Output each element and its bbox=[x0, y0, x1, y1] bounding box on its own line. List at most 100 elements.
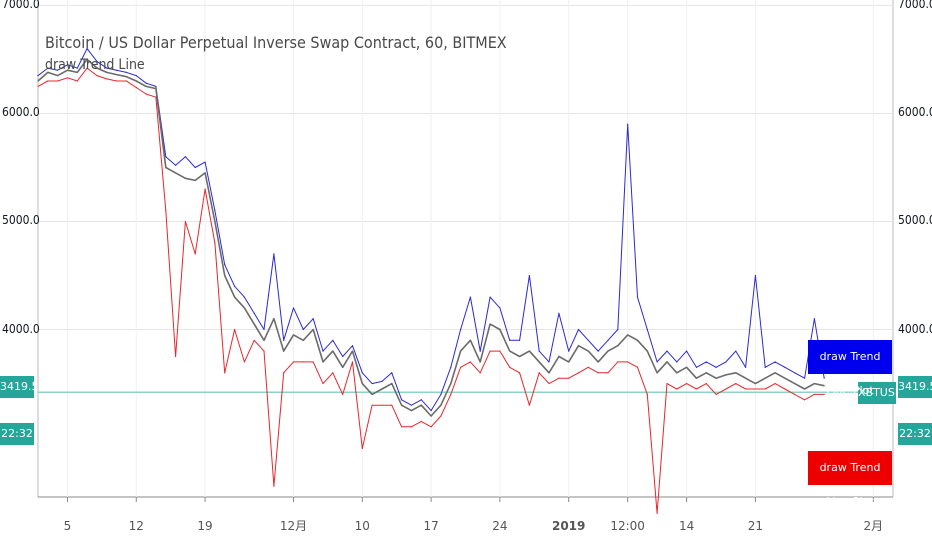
point-price bbox=[725, 374, 727, 376]
right-price-label: 5000.0 bbox=[898, 213, 932, 228]
point-red bbox=[204, 188, 206, 190]
point-red bbox=[813, 393, 815, 395]
point-blue bbox=[489, 296, 491, 298]
x-tick-label: 12:00 bbox=[610, 519, 645, 533]
left-price-badge: 3419.5 bbox=[0, 376, 39, 398]
point-price bbox=[656, 372, 658, 374]
point-blue bbox=[214, 210, 216, 212]
point-price bbox=[440, 404, 442, 406]
point-blue bbox=[66, 64, 69, 66]
point-blue bbox=[302, 328, 304, 331]
point-red bbox=[607, 372, 609, 374]
point-price bbox=[214, 220, 216, 223]
point-blue bbox=[263, 328, 265, 331]
point-red bbox=[803, 399, 806, 401]
point-blue bbox=[686, 350, 688, 352]
point-red bbox=[420, 420, 422, 422]
point-red bbox=[224, 372, 226, 374]
point-red bbox=[587, 366, 589, 368]
point-price bbox=[587, 350, 589, 352]
point-blue bbox=[106, 67, 108, 69]
point-price bbox=[292, 334, 295, 336]
right-time-badge: 22:32 bbox=[898, 423, 932, 445]
point-price bbox=[145, 85, 147, 88]
point-red bbox=[666, 382, 668, 385]
point-price bbox=[823, 385, 825, 387]
point-red bbox=[351, 361, 354, 363]
left-price-label: 5000.0 bbox=[2, 213, 40, 228]
point-red bbox=[86, 67, 88, 69]
point-price bbox=[636, 339, 639, 341]
point-red bbox=[450, 393, 452, 395]
point-price bbox=[764, 377, 766, 379]
point-red bbox=[184, 220, 187, 223]
point-blue bbox=[627, 123, 629, 125]
point-blue bbox=[430, 409, 432, 412]
point-price bbox=[361, 382, 363, 385]
point-blue bbox=[823, 377, 825, 379]
right-price-label: 6000.0 bbox=[898, 105, 932, 120]
point-red bbox=[705, 382, 707, 385]
point-price bbox=[351, 350, 354, 352]
point-price bbox=[204, 172, 206, 174]
point-blue bbox=[774, 361, 776, 363]
point-blue bbox=[342, 355, 344, 358]
point-blue bbox=[165, 156, 167, 158]
point-price bbox=[627, 334, 629, 336]
point-blue bbox=[125, 71, 128, 73]
point-price bbox=[391, 382, 393, 385]
point-price bbox=[233, 296, 236, 298]
point-blue bbox=[636, 296, 639, 298]
point-blue bbox=[705, 361, 707, 363]
point-price bbox=[273, 318, 275, 320]
x-tick-label: 19 bbox=[197, 519, 212, 533]
point-blue bbox=[518, 339, 521, 341]
point-red bbox=[469, 361, 472, 363]
point-red bbox=[342, 393, 344, 395]
point-red bbox=[66, 77, 69, 79]
point-blue bbox=[646, 328, 648, 331]
point-blue bbox=[47, 67, 49, 69]
point-red bbox=[695, 388, 698, 390]
point-price bbox=[813, 382, 815, 385]
point-blue bbox=[450, 366, 452, 368]
indicator-title: draw Trend Line bbox=[45, 57, 145, 73]
point-price bbox=[735, 372, 737, 374]
point-price bbox=[342, 366, 344, 368]
point-price bbox=[686, 366, 688, 368]
point-blue bbox=[813, 318, 815, 320]
point-red bbox=[174, 355, 177, 358]
point-blue bbox=[587, 339, 589, 341]
point-blue bbox=[401, 399, 403, 401]
point-price bbox=[381, 388, 383, 390]
point-blue bbox=[764, 366, 766, 368]
point-blue bbox=[568, 350, 570, 352]
point-blue bbox=[440, 393, 442, 395]
left-price-label: 6000.0 bbox=[2, 105, 40, 120]
point-blue bbox=[243, 296, 245, 298]
point-blue bbox=[57, 69, 59, 71]
point-blue bbox=[174, 164, 177, 166]
point-price bbox=[312, 328, 314, 331]
point-blue bbox=[597, 350, 599, 352]
point-red bbox=[283, 372, 285, 374]
point-price bbox=[125, 76, 128, 78]
point-price bbox=[607, 350, 609, 352]
point-blue bbox=[312, 318, 314, 320]
point-price bbox=[450, 382, 452, 385]
point-price bbox=[794, 382, 796, 385]
point-price bbox=[76, 71, 78, 73]
point-price bbox=[568, 361, 570, 363]
x-tick-label: 12 bbox=[129, 519, 144, 533]
point-red bbox=[459, 366, 462, 368]
point-price bbox=[253, 323, 255, 325]
point-price bbox=[410, 409, 413, 412]
point-price bbox=[420, 404, 422, 406]
point-blue bbox=[499, 307, 501, 309]
point-blue bbox=[233, 285, 236, 287]
point-red bbox=[784, 388, 786, 390]
point-blue bbox=[194, 166, 196, 169]
point-blue bbox=[803, 377, 806, 379]
point-blue bbox=[224, 264, 226, 266]
point-red bbox=[744, 388, 747, 390]
